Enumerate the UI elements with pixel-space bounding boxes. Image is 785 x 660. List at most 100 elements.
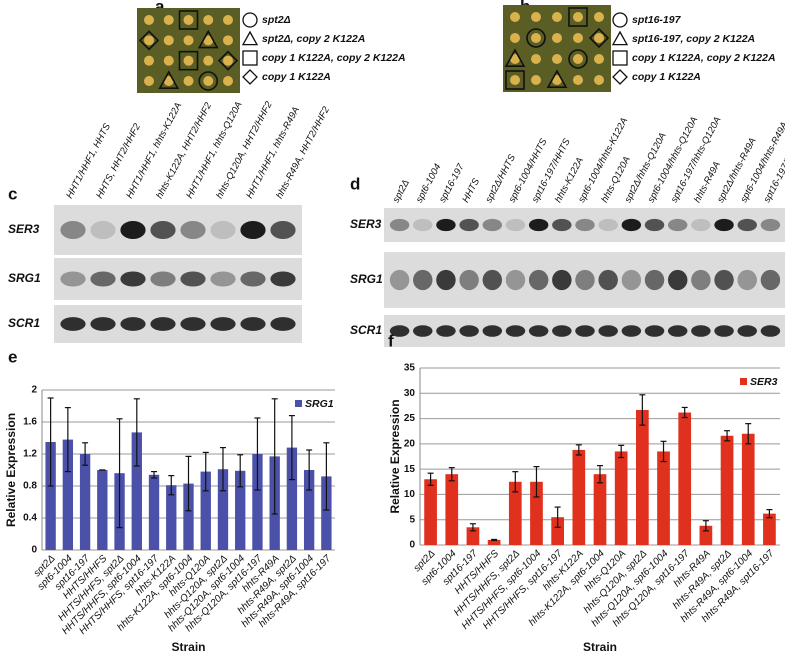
band (644, 325, 665, 337)
bar (678, 412, 692, 545)
band (691, 325, 711, 337)
square-symbol (612, 50, 628, 66)
diamond-symbol (588, 27, 610, 49)
band (760, 269, 781, 291)
colony (594, 75, 604, 85)
band (389, 218, 410, 232)
band (60, 221, 86, 239)
bar (763, 513, 776, 545)
y-tick-label: 1.6 (23, 417, 37, 428)
band (180, 221, 206, 239)
y-tick-label: 20 (404, 438, 416, 449)
legend-label: spt2Δ (262, 14, 291, 26)
colony (223, 15, 233, 25)
y-tick-label: 0 (409, 540, 415, 551)
bar (720, 435, 734, 545)
lane-label: HHT1/HHF1, hhts-K122A (124, 101, 184, 201)
colony (223, 55, 233, 66)
colony (531, 12, 541, 22)
lane-label: HHTS (460, 176, 482, 205)
colony (203, 55, 214, 66)
band (180, 317, 206, 331)
band (714, 325, 734, 337)
colony (552, 54, 562, 64)
colony (183, 35, 194, 46)
band (505, 269, 526, 291)
circle-symbol (242, 12, 258, 28)
colony (144, 35, 154, 46)
band (667, 218, 688, 232)
bar (79, 454, 91, 550)
triangle-symbol (611, 30, 629, 46)
band (389, 269, 410, 291)
colony (163, 35, 174, 46)
row-label: SCR1 (350, 323, 382, 337)
band (714, 269, 734, 291)
band (552, 269, 572, 291)
colony (510, 12, 520, 22)
square-symbol (178, 10, 199, 30)
band (621, 218, 642, 232)
band (270, 271, 296, 287)
bar (45, 442, 56, 550)
band (90, 221, 116, 239)
colony (163, 15, 174, 25)
colony (594, 12, 604, 22)
band (90, 271, 116, 287)
colony (531, 75, 541, 85)
y-tick-label: 25 (404, 413, 416, 424)
y-tick-label: 0.4 (23, 513, 37, 524)
band (644, 218, 665, 232)
band (667, 325, 688, 337)
band (150, 271, 176, 287)
colony (203, 76, 214, 86)
band (459, 269, 479, 291)
band (120, 271, 146, 287)
bar (572, 449, 586, 545)
band (240, 271, 266, 287)
band (691, 218, 711, 232)
bar (530, 481, 543, 545)
square-symbol (568, 7, 588, 27)
colony (183, 15, 194, 25)
band (737, 269, 757, 291)
band (90, 317, 116, 331)
band (436, 325, 456, 337)
triangle-symbol (158, 70, 180, 89)
colony (203, 35, 214, 46)
band (552, 218, 572, 232)
legend-label: copy 1 K122A (632, 71, 701, 83)
bar (424, 479, 437, 545)
colony (531, 33, 541, 43)
band (575, 269, 595, 291)
y-tick-label: 5 (409, 514, 415, 525)
y-tick-label: 35 (404, 363, 416, 374)
bar (252, 454, 263, 550)
band (270, 317, 296, 331)
triangle-symbol (504, 48, 526, 67)
circle-symbol (526, 28, 546, 48)
legend-label: spt16-197, copy 2 K122A (632, 33, 755, 45)
colony (183, 55, 194, 66)
band (760, 325, 781, 337)
diamond-symbol (242, 69, 258, 85)
lane-label: spt2Δ (391, 178, 412, 205)
triangle-symbol (241, 30, 259, 46)
colony (163, 55, 174, 66)
square-symbol (242, 50, 258, 66)
colony (594, 33, 604, 43)
colony (573, 12, 583, 22)
bar (614, 451, 628, 545)
band (413, 269, 433, 291)
bar (303, 470, 315, 550)
x-axis-label: Strain (171, 640, 205, 654)
bar (445, 474, 459, 545)
band (575, 325, 595, 337)
colony (594, 54, 604, 64)
circle-symbol (612, 12, 628, 28)
x-axis-label: Strain (583, 640, 617, 654)
legend-swatch (295, 400, 302, 407)
band (459, 218, 479, 232)
band (760, 218, 781, 232)
band (150, 317, 176, 331)
